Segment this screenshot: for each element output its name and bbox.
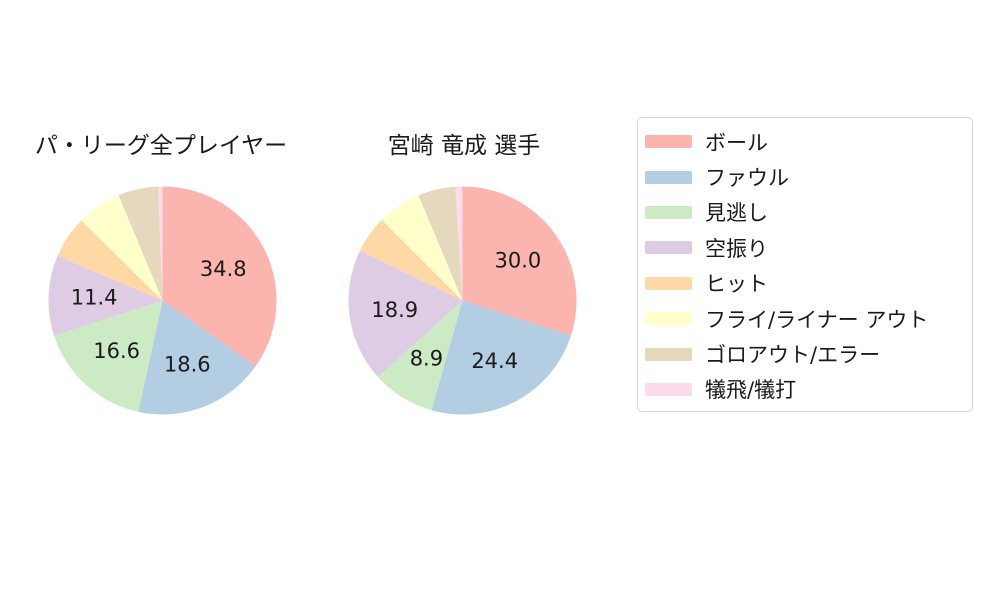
slice-label-1: 18.6: [164, 352, 211, 376]
legend-item-0: ボール: [638, 124, 972, 159]
legend-item-3: 空振り: [638, 230, 972, 265]
pie-slice-5: [81, 195, 163, 301]
pie-slice-4: [359, 219, 463, 301]
legend-box: ボールファウル見逃し空振りヒットフライ/ライナー アウト ゴロアウト/エラー 犠飛/…: [637, 117, 973, 413]
slice-label-1: 24.4: [471, 349, 518, 373]
legend-swatch-6: [645, 347, 692, 361]
pie-slice-3: [48, 255, 163, 336]
pie-slice-1: [431, 300, 571, 415]
legend-label-7: 犠飛/犠打: [705, 378, 797, 403]
legend-item-2: 見逃し: [638, 195, 972, 230]
pie-slice-7: [455, 186, 463, 301]
legend-swatch-3: [645, 241, 692, 255]
legend-label-1: ファウル: [705, 166, 789, 191]
pie-slice-3: [348, 250, 463, 377]
legend-swatch-1: [645, 170, 692, 184]
pie-slice-6: [118, 186, 163, 301]
legend-swatch-5: [645, 312, 692, 326]
pie-chart-right: 30.0 24.4 8.9 18.9: [348, 186, 577, 415]
pie-title-left: パ・リーグ全プレイヤー: [34, 133, 288, 159]
legend-swatch-7: [645, 382, 692, 396]
legend-label-2: 見逃し: [705, 201, 768, 226]
legend-swatch-0: [645, 135, 692, 149]
pie-slice-4: [57, 220, 163, 301]
legend-swatch-2: [645, 205, 692, 219]
pie-chart-left: 34.8 18.6 16.6 11.4: [48, 186, 277, 415]
slice-label-2: 16.6: [93, 339, 140, 363]
legend-item-5: フライ/ライナー アウト: [638, 301, 972, 336]
legend-label-3: 空振り: [705, 236, 768, 261]
pie-slice-1: [138, 300, 256, 415]
pie-slice-0: [462, 186, 577, 336]
pie-title-right: 宮崎 竜成 選手: [387, 133, 541, 159]
pie-slice-2: [54, 300, 163, 412]
pie-slice-0: [162, 186, 277, 367]
legend-item-4: ヒット: [638, 266, 972, 301]
slice-label-0: 30.0: [494, 248, 541, 272]
slice-label-3: 11.4: [71, 285, 118, 309]
legend-item-6: ゴロアウト/エラー: [638, 336, 972, 371]
pie-slice-5: [381, 195, 463, 301]
legend-label-4: ヒット: [705, 272, 768, 297]
slice-label-2: 8.9: [410, 347, 443, 371]
pie-slice-2: [377, 300, 463, 411]
legend-item-1: ファウル: [638, 159, 972, 194]
legend-swatch-4: [645, 276, 692, 290]
slice-label-0: 34.8: [200, 257, 247, 281]
legend-item-7: 犠飛/犠打: [638, 372, 972, 407]
pie-slice-7: [158, 186, 163, 301]
legend-label-0: ボール: [705, 130, 768, 155]
legend-label-6: ゴロアウト/エラー: [705, 343, 881, 368]
legend-label-5: フライ/ライナー アウト: [705, 307, 929, 332]
slice-label-3: 18.9: [371, 298, 418, 322]
pie-slice-6: [418, 186, 463, 301]
